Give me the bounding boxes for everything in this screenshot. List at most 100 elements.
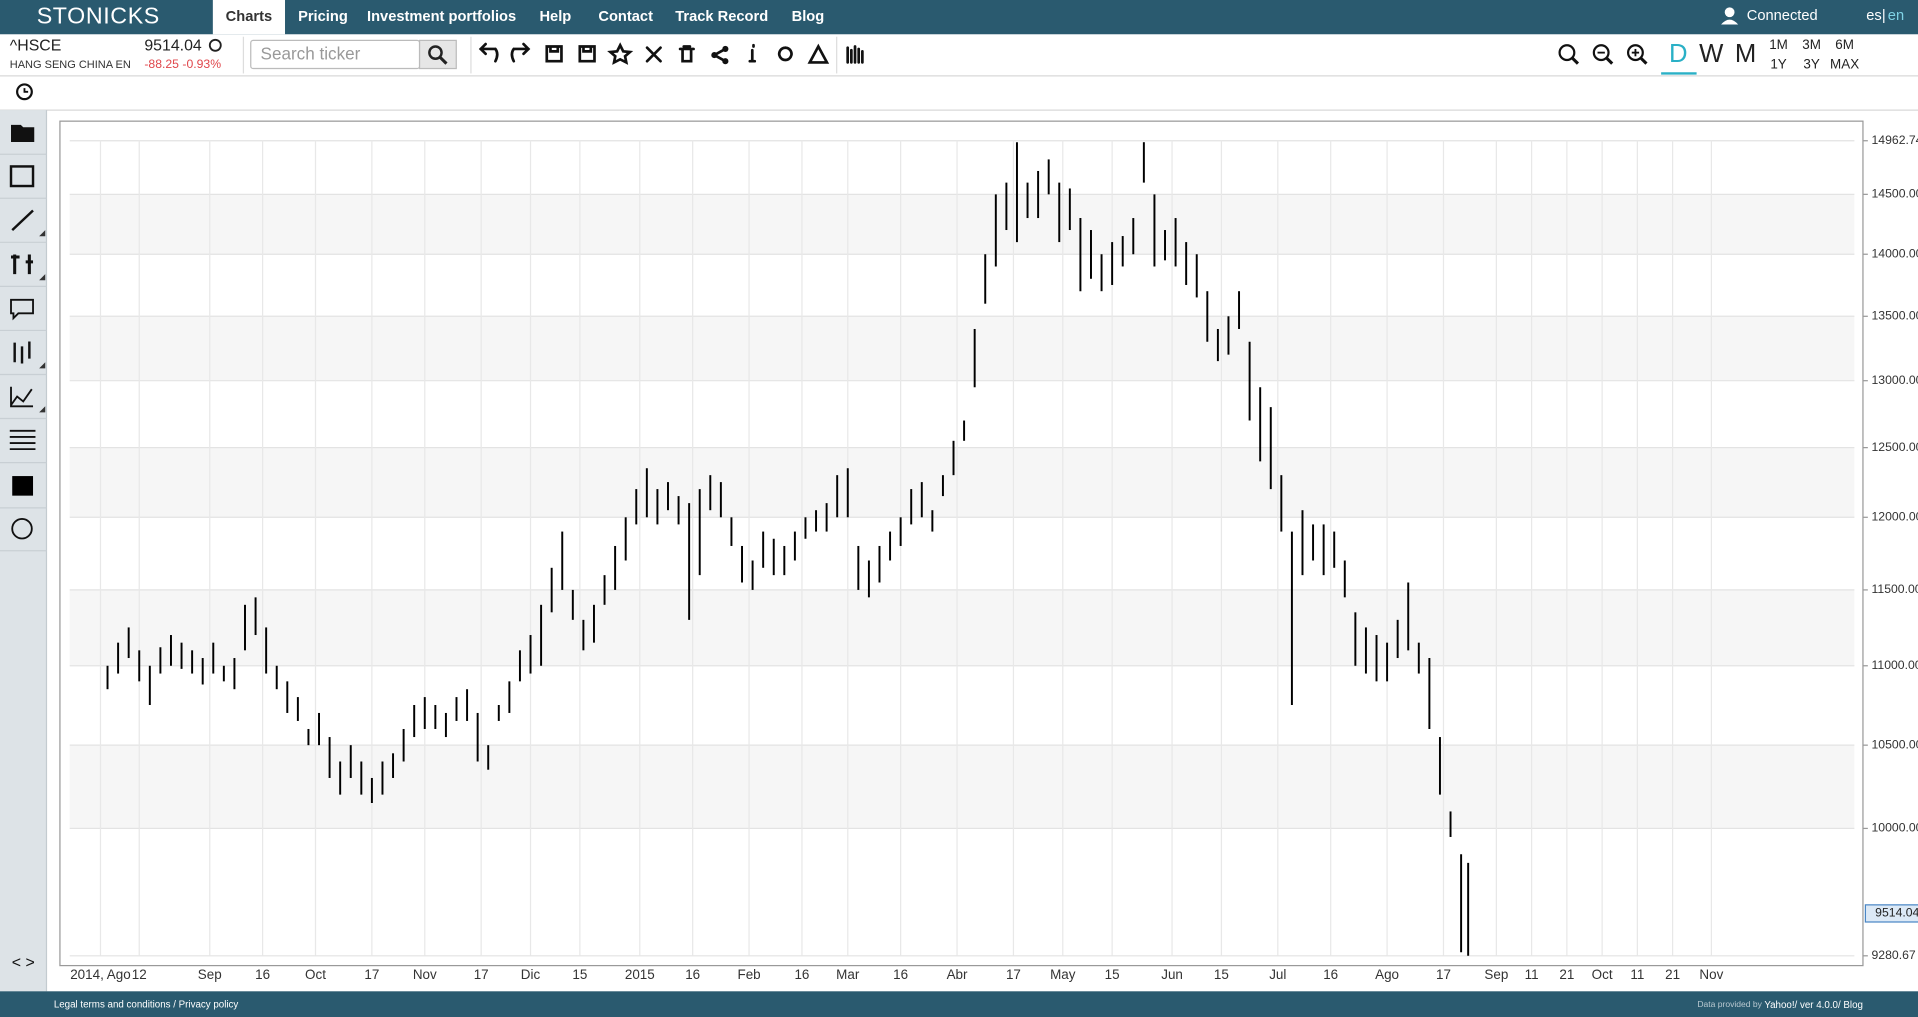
quote-change: -88.25 -0.93% (144, 57, 221, 71)
period-button[interactable]: W (1699, 40, 1724, 68)
y-tick-label: 13500.00 (1872, 309, 1918, 323)
x-tick-label: 16 (255, 967, 270, 982)
zoom-icon[interactable] (1592, 44, 1610, 62)
toolbar-icon[interactable] (510, 42, 531, 63)
nav-item[interactable]: Contact (598, 9, 653, 25)
sidebar-tool[interactable] (13, 341, 31, 364)
sidebar-tool[interactable] (10, 386, 34, 408)
footer-credits: Data provided by Yahoo!/ ver 4.0.0/ Blog (1697, 999, 1863, 1010)
pager[interactable]: < > (12, 954, 35, 971)
brand[interactable]: STONICKS (37, 2, 160, 28)
toolbar-icon[interactable] (545, 45, 563, 63)
nav-item[interactable]: Investment portfolios (367, 9, 516, 25)
x-tick-label: 15 (1214, 967, 1229, 982)
toolbar-icon[interactable] (645, 46, 662, 63)
footer-links[interactable]: Legal terms and conditions / Privacy pol… (54, 999, 239, 1010)
quote-price: 9514.04 (144, 38, 202, 55)
toolbar-icon[interactable] (807, 43, 830, 64)
history-icon[interactable] (16, 83, 33, 101)
period-button[interactable]: D (1669, 40, 1688, 68)
footer-credit-part[interactable]: / ver 4.0.0/ Blog (1795, 999, 1863, 1010)
lang[interactable]: en (1888, 8, 1904, 24)
lang[interactable]: es (1866, 8, 1881, 24)
x-tick-label: 17 (364, 967, 379, 982)
range-button[interactable]: MAX (1830, 56, 1859, 71)
y-tick-label: 10000.00 (1872, 821, 1918, 835)
x-tick-label: Ago (1375, 967, 1399, 982)
search-button[interactable] (418, 39, 457, 70)
search-placeholder[interactable]: Search ticker (261, 45, 361, 64)
range-button[interactable]: 1Y (1770, 56, 1786, 71)
zoom-icon[interactable] (1626, 44, 1644, 62)
sidebar-tool[interactable] (9, 165, 35, 188)
range-button[interactable]: 6M (1835, 37, 1854, 52)
nav-item[interactable]: Charts (226, 9, 272, 25)
share-node[interactable] (711, 52, 718, 59)
grid-band (69, 316, 1855, 381)
sidebar-tool[interactable] (11, 254, 34, 275)
y-tick-label: 11500.00 (1872, 582, 1918, 596)
history-icon (23, 88, 29, 93)
grid-band (69, 589, 1855, 666)
x-tick-label: Oct (1592, 967, 1613, 982)
nav-item[interactable]: Help (539, 9, 571, 25)
search-icon (439, 56, 448, 65)
range-button[interactable]: 3M (1802, 37, 1821, 52)
x-tick-label: Jun (1161, 967, 1183, 982)
y-tick-label: 10500.00 (1872, 737, 1918, 751)
status[interactable]: Connected (1747, 8, 1818, 24)
toolbar-icon[interactable] (846, 45, 864, 64)
user-icon (1724, 7, 1735, 18)
nav-item[interactable]: Track Record (675, 9, 768, 25)
ticker-name: HANG SENG CHINA EN (10, 59, 131, 71)
lang: | (1882, 8, 1886, 24)
sidebar-tool[interactable] (12, 476, 34, 496)
sidebar-tool[interactable] (11, 124, 35, 142)
share-node[interactable] (722, 58, 729, 65)
submenu-arrow (39, 406, 46, 413)
x-tick-label: 17 (1006, 967, 1021, 982)
y-tick-label: 13000.00 (1872, 373, 1918, 387)
share-node[interactable] (722, 45, 729, 53)
x-tick-label: 11 (1525, 967, 1539, 982)
toolbar-icon[interactable] (777, 46, 793, 62)
toolbar-icon[interactable] (607, 42, 634, 65)
y-tick-label: 12500.00 (1872, 440, 1918, 454)
x-tick-label: Feb (737, 967, 760, 982)
search-icon (428, 45, 443, 60)
x-tick-label: 15 (572, 967, 587, 982)
last-price-label: 9514.04 (1875, 906, 1918, 920)
sidebar-tool[interactable] (10, 298, 34, 321)
nav-tab-active (212, 0, 286, 35)
toolbar-icon[interactable] (478, 42, 499, 63)
sidebar-tool[interactable] (9, 429, 36, 451)
nav-item[interactable]: Blog (792, 9, 825, 25)
y-tick-label: 14000.00 (1872, 246, 1918, 260)
range-button[interactable]: 3Y (1803, 56, 1819, 71)
toolbar-icon[interactable] (678, 45, 695, 63)
zoom-icon[interactable] (1570, 56, 1580, 65)
clock-icon (208, 38, 222, 52)
period-button[interactable]: M (1735, 40, 1756, 68)
footer-credit-part[interactable]: Yahoo! (1764, 999, 1794, 1010)
range-button[interactable]: 1M (1769, 37, 1788, 52)
nav-item[interactable]: Pricing (298, 9, 348, 25)
zoom-icon[interactable] (1639, 56, 1648, 65)
ticker: ^HSCE (10, 38, 62, 55)
submenu-arrow (39, 274, 46, 281)
zoom-icon[interactable] (1558, 44, 1576, 62)
sidebar-tool[interactable] (11, 209, 34, 231)
x-tick-label: 17 (474, 967, 489, 982)
x-tick-label: Dic (521, 967, 541, 982)
zoom-icon[interactable] (1604, 56, 1614, 65)
x-tick-label: Sep (1484, 967, 1508, 982)
x-tick-label: Abr (947, 967, 968, 982)
last-price-tag (1864, 904, 1918, 923)
x-tick-label: 16 (794, 967, 809, 982)
x-tick-label: Nov (413, 967, 437, 982)
sidebar-tool[interactable] (11, 517, 33, 540)
x-tick-label: Nov (1699, 967, 1723, 982)
toolbar-icon[interactable] (578, 45, 596, 63)
toolbar-icon[interactable] (748, 43, 757, 63)
